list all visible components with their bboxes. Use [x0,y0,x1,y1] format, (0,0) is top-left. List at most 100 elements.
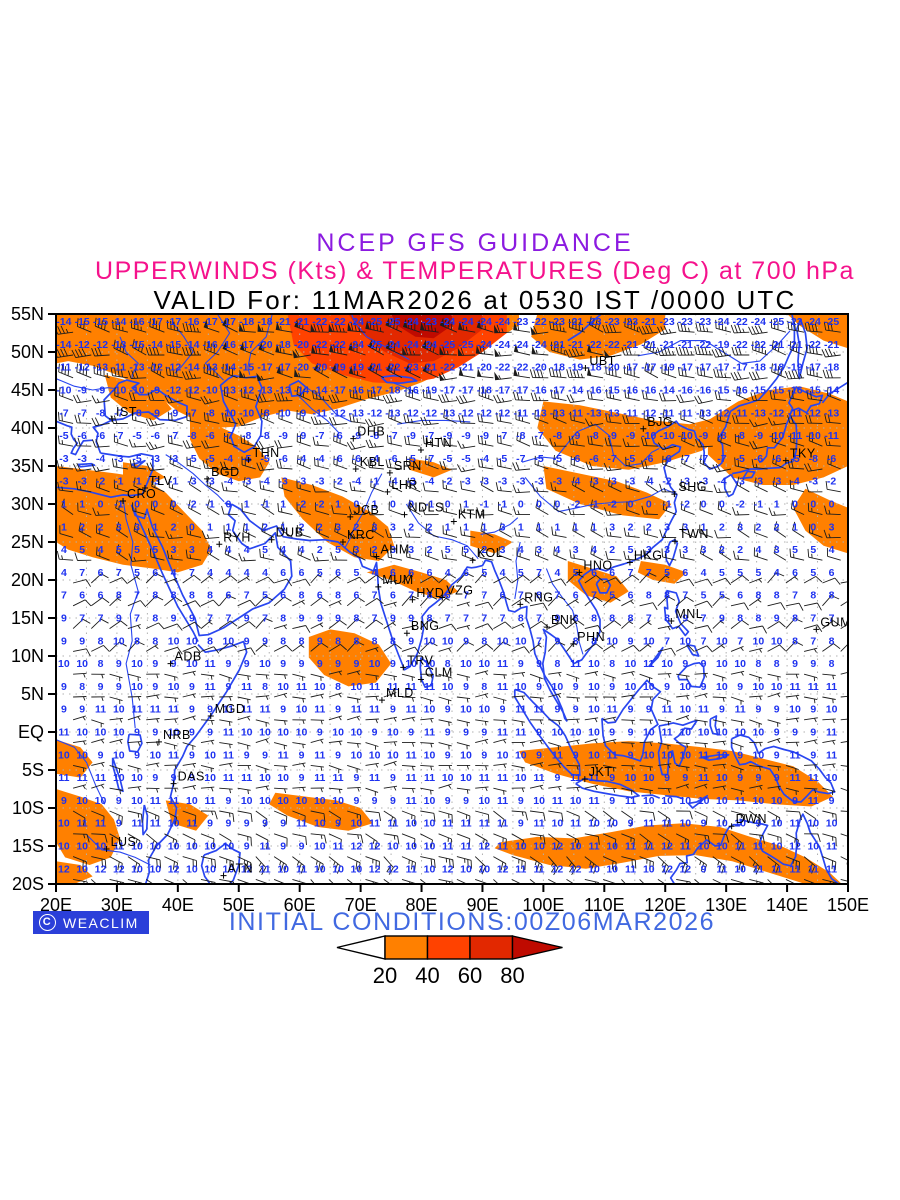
svg-text:-7: -7 [717,453,726,465]
svg-text:9: 9 [609,772,615,784]
svg-text:10: 10 [771,681,783,693]
svg-text:9: 9 [299,658,305,670]
svg-text:9: 9 [317,635,323,647]
svg-text:10: 10 [168,635,180,647]
svg-text:11: 11 [460,818,471,830]
svg-text:10: 10 [186,863,198,875]
svg-text:11: 11 [588,772,599,784]
svg-text:8: 8 [829,590,835,602]
svg-text:-21: -21 [458,362,473,374]
svg-text:9: 9 [737,681,743,693]
svg-text:11: 11 [314,704,325,716]
svg-text:-17: -17 [641,362,656,374]
svg-text:-24: -24 [477,316,492,328]
svg-text:1: 1 [207,521,213,533]
svg-text:2: 2 [719,521,725,533]
svg-text:-9: -9 [78,385,87,397]
svg-text:-22: -22 [312,339,327,351]
svg-text:1: 1 [463,499,469,511]
svg-text:-11: -11 [660,407,675,419]
station-TWN: TWN [679,527,709,541]
svg-text:-7: -7 [681,453,690,465]
svg-text:11: 11 [259,704,270,716]
svg-text:7: 7 [536,567,542,579]
svg-text:10: 10 [643,772,655,784]
svg-text:1: 1 [792,521,798,533]
svg-text:5: 5 [810,544,816,556]
svg-text:-3: -3 [59,476,68,488]
svg-text:0: 0 [445,499,451,511]
svg-text:-15: -15 [769,385,784,397]
svg-text:-25: -25 [769,316,784,328]
svg-text:10: 10 [131,658,143,670]
svg-text:-16: -16 [641,385,656,397]
svg-text:-9: -9 [699,430,708,442]
svg-text:-17: -17 [367,385,382,397]
svg-text:10: 10 [826,704,838,716]
svg-text:10: 10 [679,749,691,761]
station-VZG: VZG [446,583,473,597]
svg-text:11: 11 [223,772,234,784]
station-HKG: HKG [634,549,663,563]
lon-tick-60E: 60E [284,895,316,915]
svg-text:5: 5 [701,590,707,602]
svg-text:-23: -23 [696,316,711,328]
weaclim-badge: C WEACLIM [33,911,149,934]
svg-text:-9: -9 [407,430,416,442]
svg-text:-1: -1 [480,499,489,511]
svg-text:6: 6 [280,590,286,602]
svg-text:-5: -5 [132,430,141,442]
svg-text:0: 0 [225,499,231,511]
colorbar-label-80: 80 [500,963,524,988]
svg-text:12: 12 [58,863,70,875]
svg-text:10: 10 [76,749,88,761]
svg-text:-5: -5 [790,453,799,465]
svg-text:0: 0 [152,499,158,511]
svg-text:-15: -15 [605,385,620,397]
svg-text:9: 9 [280,658,286,670]
svg-text:9: 9 [335,658,341,670]
svg-text:9: 9 [189,772,195,784]
svg-text:8: 8 [554,658,560,670]
svg-text:4: 4 [207,567,213,579]
svg-text:-17: -17 [166,316,181,328]
svg-text:-24: -24 [404,316,419,328]
wind-barbs [56,316,848,884]
svg-text:11: 11 [497,772,508,784]
svg-text:5: 5 [719,590,725,602]
svg-text:8: 8 [810,590,816,602]
station-NRB: NRB [163,728,191,742]
svg-text:6: 6 [408,567,414,579]
svg-text:11: 11 [570,658,581,670]
svg-text:11: 11 [716,863,727,875]
svg-text:9: 9 [116,818,122,830]
svg-text:11: 11 [223,727,234,739]
svg-text:-12: -12 [166,362,181,374]
svg-text:9: 9 [98,749,104,761]
svg-text:7: 7 [481,590,487,602]
svg-text:-3: -3 [151,453,160,465]
svg-text:7: 7 [554,590,560,602]
svg-text:-14: -14 [184,339,199,351]
svg-text:11: 11 [625,795,636,807]
svg-text:11: 11 [259,841,270,853]
svg-text:8: 8 [353,613,359,625]
svg-text:9: 9 [554,772,560,784]
svg-text:8: 8 [573,613,579,625]
svg-text:10: 10 [826,772,838,784]
svg-text:-11: -11 [788,407,803,419]
svg-text:-24: -24 [714,316,729,328]
svg-text:-17: -17 [623,362,638,374]
svg-text:-12: -12 [75,339,90,351]
svg-text:9: 9 [609,727,615,739]
svg-text:-14: -14 [56,316,71,328]
svg-text:0: 0 [701,499,707,511]
svg-text:10: 10 [369,658,381,670]
svg-text:12: 12 [497,863,509,875]
svg-text:11: 11 [406,681,417,693]
svg-text:11: 11 [625,863,636,875]
svg-text:10: 10 [424,863,436,875]
svg-text:10: 10 [643,681,655,693]
svg-text:9: 9 [244,635,250,647]
svg-text:11: 11 [333,841,344,853]
